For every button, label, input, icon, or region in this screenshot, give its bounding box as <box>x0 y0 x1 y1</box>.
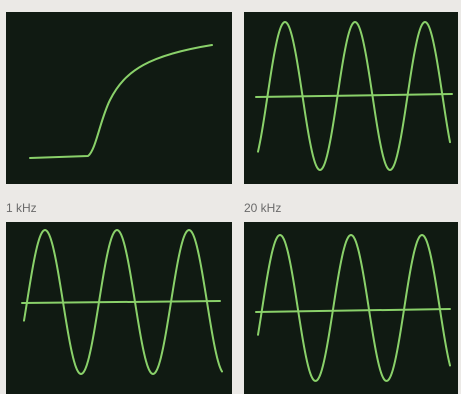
scope-screen <box>244 12 458 184</box>
frequency-label: 1 kHz <box>6 201 37 215</box>
scope-screen <box>244 222 458 394</box>
oscilloscope-figure: 1 kHz 20 kHz <box>0 0 461 394</box>
frequency-label: 20 kHz <box>244 201 281 215</box>
page: 1 kHz 20 kHz (() => { const data = JSON.… <box>0 0 461 394</box>
